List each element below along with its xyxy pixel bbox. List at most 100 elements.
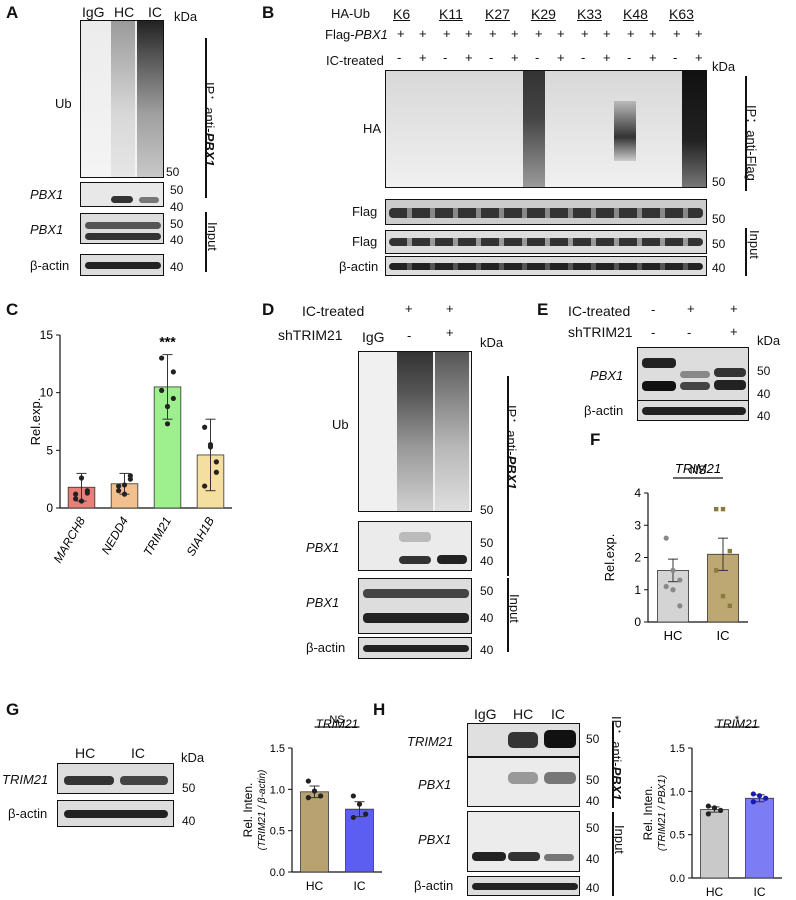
- flag-mark: +: [535, 26, 543, 41]
- ic-mark: -: [627, 50, 632, 65]
- data-point: [116, 488, 122, 494]
- data-point: [363, 811, 369, 817]
- blot-h-pbx1-input: [467, 811, 580, 872]
- band: [85, 262, 161, 269]
- data-point: [663, 583, 669, 590]
- ub-type-k63: K63: [669, 6, 694, 22]
- blot-label-ub-d: Ub: [332, 417, 349, 432]
- data-point: [73, 496, 79, 502]
- data-point: [170, 395, 176, 402]
- marker-e-40: 40: [757, 387, 771, 401]
- ip-label-d: IP：anti-PBX1: [503, 405, 522, 490]
- e-sh-1: -: [651, 325, 656, 340]
- blot-label-actin-e: β-actin: [584, 403, 624, 418]
- panel-label-d: D: [262, 300, 275, 319]
- data-point: [677, 577, 683, 583]
- blot-label-flag-input: Flag: [352, 234, 378, 249]
- data-point: [121, 482, 128, 488]
- e-ic-3: +: [730, 301, 738, 316]
- data-point: [711, 805, 718, 811]
- blot-label-actin-g: β-actin: [8, 806, 48, 821]
- ip-bracket-a: [205, 38, 207, 198]
- input-bracket-h: [612, 812, 614, 896]
- marker-h-50: 50: [586, 732, 600, 746]
- significance-mark: NS: [690, 463, 707, 477]
- blot-label-pbx1-h: PBX1: [418, 777, 452, 792]
- ic-mark: +: [557, 50, 565, 65]
- input-label-a: Input: [205, 222, 220, 251]
- ic-mark: +: [649, 50, 657, 65]
- category-label-hc: HC: [306, 879, 324, 893]
- blot-label-pbx1-input-d: PBX1: [306, 595, 340, 610]
- band: [642, 407, 746, 415]
- e-ic-1: -: [651, 302, 656, 317]
- y-axis-label: Rel.exp.: [28, 398, 43, 446]
- category-label-hc: HC: [706, 885, 724, 899]
- data-point: [750, 791, 756, 797]
- category-label-nedd4: NEDD4: [99, 514, 132, 557]
- data-point: [350, 793, 356, 799]
- data-point: [756, 793, 763, 799]
- flag-mark: +: [581, 26, 589, 41]
- marker-a-50c: 50: [170, 217, 184, 231]
- blot-label-pbx1-e: PBX1: [590, 368, 624, 383]
- category-label-march8: MARCH8: [51, 514, 89, 565]
- marker-h-50c: 50: [586, 821, 600, 835]
- band: [85, 222, 161, 229]
- panel-label-b: B: [262, 3, 275, 22]
- blot-label-pbx1: PBX1: [30, 187, 64, 202]
- band: [472, 883, 578, 890]
- ip-label-text-d: IP：anti-: [504, 405, 519, 456]
- band: [85, 233, 161, 240]
- marker-b-50: 50: [712, 175, 726, 189]
- y-tick-label: 4: [634, 486, 641, 500]
- y-tick-label: 0.5: [270, 826, 285, 838]
- band: [363, 589, 469, 598]
- ic-mark: -: [535, 50, 540, 65]
- blot-label-trim21-g: TRIM21: [2, 772, 49, 787]
- marker-d-40: 40: [480, 554, 494, 568]
- ic-mark: -: [397, 50, 402, 65]
- significance-mark: *: [735, 714, 740, 726]
- input-bracket-a: [205, 212, 207, 272]
- data-point: [705, 803, 711, 809]
- band: [544, 730, 576, 748]
- smear-lane-3: [435, 352, 469, 511]
- marker-h-40: 40: [586, 794, 600, 808]
- ic-mark: +: [511, 50, 519, 65]
- y-tick-label: 1.0: [670, 786, 685, 798]
- data-point: [159, 355, 165, 361]
- blot-d-actin: [358, 637, 472, 659]
- band: [680, 382, 710, 390]
- data-point: [311, 788, 318, 794]
- blot-g-trim21: [57, 763, 174, 794]
- smear-lane-ic: [137, 21, 163, 177]
- ip-label-h: IP：anti-PBX1: [608, 716, 627, 801]
- marker-a-40c: 40: [170, 260, 184, 274]
- blot-a-ub: [80, 20, 164, 178]
- panel-label-g: G: [6, 700, 20, 719]
- marker-h-40c: 40: [586, 881, 600, 895]
- blot-label-actin-h: β-actin: [414, 878, 454, 893]
- ub-type-k6: K6: [393, 6, 411, 22]
- blot-e-actin: [637, 400, 749, 421]
- flag-mark: +: [443, 26, 451, 41]
- e-sh-2: -: [687, 325, 692, 340]
- kda-label-g: kDa: [181, 750, 205, 765]
- band: [544, 772, 576, 784]
- band: [363, 645, 469, 652]
- blot-a-actin: [80, 254, 164, 276]
- y-tick-label: 3: [634, 518, 641, 532]
- smear-k48: [614, 101, 636, 161]
- data-point: [318, 793, 324, 799]
- panel-label-a: A: [6, 3, 19, 22]
- category-label-ic: IC: [354, 879, 366, 893]
- bar-hc: [300, 791, 329, 873]
- shtrim21-label-e: shTRIM21: [568, 324, 633, 340]
- ip-bracket-d: [507, 376, 509, 576]
- blot-h-pbx1-ip: [467, 757, 580, 807]
- bar-ic: [345, 808, 374, 873]
- ic-mark: +: [419, 50, 427, 65]
- flag-mark: +: [695, 26, 703, 41]
